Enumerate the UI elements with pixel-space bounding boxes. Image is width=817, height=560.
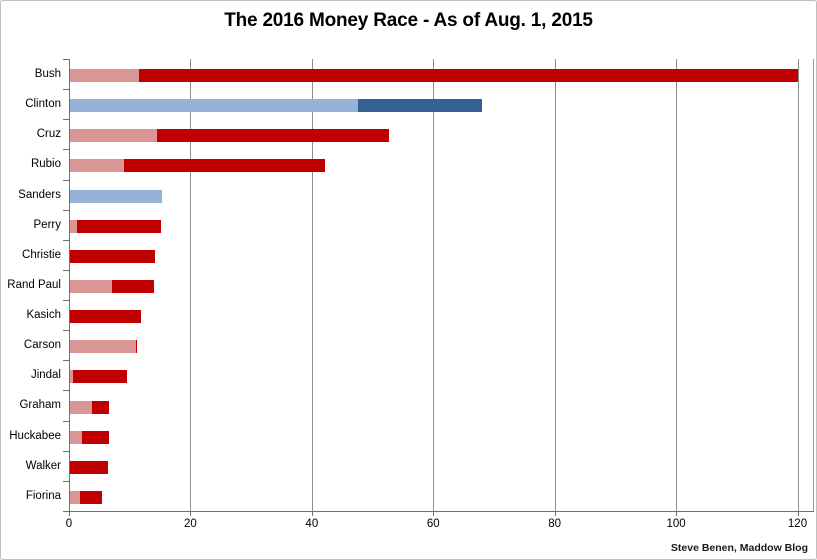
bar-segment-dark <box>70 310 142 324</box>
gridline <box>311 59 313 511</box>
bar-segment-light <box>70 99 359 113</box>
y-axis-tick <box>63 480 70 482</box>
bar-segment-light <box>70 490 80 504</box>
bar-segment-light <box>70 430 83 444</box>
x-tick-label: 100 <box>666 518 686 530</box>
bar-segment-light <box>70 129 157 143</box>
category-label: Carson <box>23 339 61 352</box>
category-label: Kasich <box>26 309 61 322</box>
bar-segment-dark <box>77 219 162 233</box>
category-label: Christie <box>22 248 61 261</box>
x-axis-tick <box>554 511 556 516</box>
bar-segment-light <box>70 219 78 233</box>
y-axis-tick <box>63 420 70 422</box>
gridline <box>433 59 435 511</box>
y-axis-tick <box>63 511 70 512</box>
bar-segment-dark <box>139 69 799 83</box>
y-axis-tick <box>63 119 70 121</box>
y-axis-tick <box>63 89 70 91</box>
category-label: Clinton <box>25 98 61 111</box>
bar-segment-dark <box>156 129 389 143</box>
category-label: Graham <box>19 399 61 412</box>
bar-segment-light <box>70 69 140 83</box>
gridline <box>190 59 192 511</box>
bar-segment-dark <box>135 340 138 354</box>
x-axis-tick <box>311 511 313 516</box>
bar-segment-light <box>70 159 125 173</box>
category-label: Fiorina <box>25 489 61 502</box>
gridline <box>676 59 678 511</box>
y-axis-tick <box>63 390 70 392</box>
x-tick-label: 40 <box>305 518 319 530</box>
bar-segment-dark <box>111 280 154 293</box>
x-axis-tick <box>190 511 192 516</box>
category-label: Huckabee <box>9 429 61 442</box>
category-label: Rand Paul <box>7 278 61 291</box>
bar-segment-dark <box>82 430 110 444</box>
x-axis <box>69 511 814 512</box>
bar-segment-dark <box>92 400 110 414</box>
credit-text: Steve Benen, Maddow Blog <box>670 542 808 554</box>
gridline <box>797 59 799 511</box>
x-axis-tick <box>797 511 799 516</box>
chart-title: The 2016 Money Race - As of Aug. 1, 2015 <box>224 10 593 31</box>
bar-segment-light <box>70 340 136 354</box>
x-tick-label: 80 <box>548 518 562 530</box>
y-axis-tick <box>63 209 70 211</box>
bar-segment-dark <box>79 490 103 504</box>
plot-area <box>69 59 814 512</box>
category-label: Bush <box>34 68 61 80</box>
y-axis-tick <box>63 59 70 60</box>
plot-right-border <box>813 59 814 511</box>
bar-segment-dark <box>70 249 155 263</box>
y-axis-tick <box>63 450 70 452</box>
bar-segment-light <box>70 280 112 293</box>
y-axis-tick <box>63 360 70 362</box>
bar-segment-dark <box>70 460 109 474</box>
category-label: Perry <box>33 218 61 231</box>
y-axis-tick <box>63 239 70 241</box>
y-axis-tick <box>63 149 70 151</box>
category-label: Sanders <box>18 188 61 201</box>
x-axis-tick <box>676 511 678 516</box>
x-tick-label: 120 <box>787 518 808 530</box>
y-axis <box>69 59 70 511</box>
x-tick-label: 0 <box>65 518 73 530</box>
category-label: Rubio <box>30 158 61 171</box>
bar-segment-dark <box>73 370 128 384</box>
gridline <box>554 59 556 511</box>
category-label: Walker <box>25 459 61 472</box>
category-label: Cruz <box>36 128 61 141</box>
bar-segment-light <box>70 400 93 414</box>
x-axis-tick <box>433 511 435 516</box>
bar-segment-dark <box>124 159 325 173</box>
y-axis-tick <box>63 179 70 181</box>
x-tick-label: 20 <box>184 518 197 530</box>
bar-segment-light <box>70 370 74 384</box>
x-axis-tick <box>69 511 70 516</box>
x-tick-label: 60 <box>426 518 440 530</box>
y-axis-tick <box>63 269 70 271</box>
bar-segment-dark <box>358 99 482 113</box>
category-label: Jindal <box>30 369 61 382</box>
y-axis-tick <box>63 300 70 302</box>
y-axis-tick <box>63 330 70 332</box>
bar-segment-light <box>70 189 163 203</box>
